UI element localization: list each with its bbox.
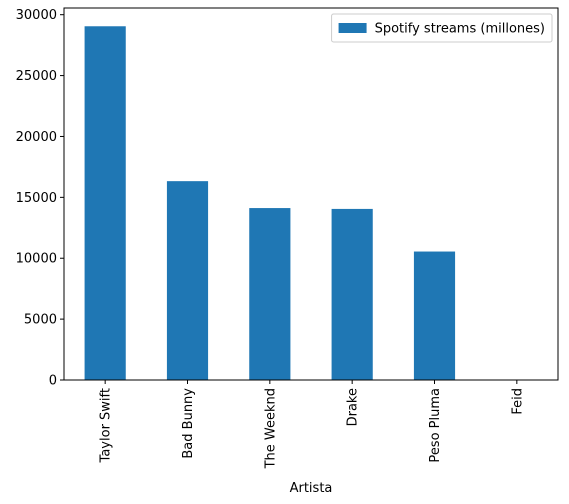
y-tick-label: 25000: [16, 69, 57, 84]
x-axis: Taylor Swift Bad Bunny The Weeknd Drake Peso…: [99, 380, 525, 469]
y-tick-label: 10000: [16, 252, 57, 267]
x-tick-label: The Weeknd: [263, 388, 278, 469]
y-tick-label: 15000: [16, 191, 57, 206]
legend: Spotify streams (millones): [331, 13, 553, 43]
y-tick-label: 20000: [16, 130, 57, 145]
plot-frame: [63, 7, 559, 381]
x-axis-label: Artista: [290, 481, 333, 496]
bar-drake: [331, 208, 373, 380]
bar-bad-bunny: [166, 181, 209, 380]
legend-swatch: [338, 23, 367, 33]
y-tick-label: 0: [49, 374, 57, 389]
legend-box: [331, 13, 553, 43]
y-axis: 0 5000 10000 15000 20000 25000 30000: [16, 8, 64, 389]
y-tick-label: 5000: [24, 313, 57, 328]
x-tick-label: Taylor Swift: [99, 388, 114, 463]
legend-label: Spotify streams (millones): [375, 22, 545, 37]
x-tick-label: Peso Pluma: [428, 388, 443, 463]
y-tick-label: 30000: [16, 8, 57, 23]
bar-taylor-swift: [84, 26, 126, 381]
bars-group: [84, 26, 456, 381]
bar-the-weeknd: [249, 208, 291, 380]
x-tick-label: Bad Bunny: [181, 388, 196, 459]
x-tick-label: Feid: [510, 388, 525, 415]
x-tick-label: Drake: [346, 388, 361, 426]
bar-peso-pluma: [413, 251, 456, 380]
